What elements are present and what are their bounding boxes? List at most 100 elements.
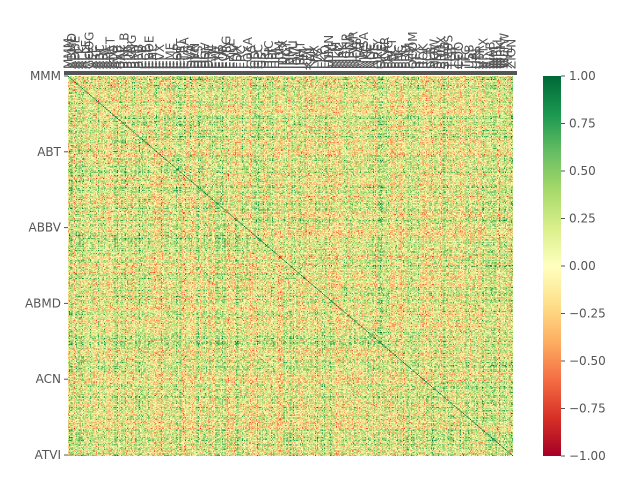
x-tick-label: SIVB <box>438 41 452 69</box>
y-tick-label: ABT <box>37 145 61 159</box>
x-tick-label: DFS <box>192 45 206 69</box>
colorbar-tick-label: 1.00 <box>569 69 596 83</box>
x-tick-label: MKC <box>332 43 346 69</box>
colorbar-tick-label: 0.25 <box>569 212 596 226</box>
colorbar-tick-label: 0.00 <box>569 259 596 273</box>
x-tick-label: IQV <box>290 47 304 69</box>
x-tick-label: HSIC <box>262 40 276 69</box>
x-tick-label: PNC <box>392 44 406 69</box>
colorbar-tick-label: 0.75 <box>569 117 596 131</box>
x-tick-label: PRU <box>399 45 413 69</box>
x-tick-label: LHX <box>308 45 322 69</box>
x-tick-label: SBUX <box>434 36 448 69</box>
x-tick-label: MCHP <box>339 34 353 69</box>
x-tick-label: PHM <box>403 42 417 69</box>
x-tick-label: WAB <box>484 41 498 69</box>
x-tick-label: GOOG <box>83 31 97 69</box>
x-tick-label: BAC <box>114 44 128 69</box>
x-tick-label: NOW <box>427 39 441 69</box>
x-tick-mark-band <box>64 71 517 75</box>
x-tick-label: HRL <box>269 45 283 69</box>
x-tick-label: WRK <box>494 40 508 69</box>
x-tick-label: CPRT <box>174 38 188 69</box>
x-tick-label: JBHT <box>294 40 308 70</box>
y-tick-label: ACN <box>36 372 61 386</box>
x-tick-label: HIG <box>258 47 272 69</box>
x-tick-label: PAYC <box>382 40 396 69</box>
x-tick-label: APA <box>100 45 114 69</box>
x-tick-label: EQR <box>216 44 230 69</box>
x-tick-label: PBCT <box>385 37 399 69</box>
x-tick-label: NWSA <box>357 31 371 69</box>
x-tick-label: ALK <box>76 45 90 69</box>
x-tick-label: MPWR <box>346 31 360 69</box>
x-tick-label: CNC <box>146 43 160 69</box>
x-tick-label: ANET <box>104 36 118 69</box>
x-tick-label: BKNG <box>125 35 139 69</box>
x-tick-label: COO <box>452 42 466 69</box>
heatmap-cells <box>68 76 513 456</box>
x-tick-label: BIIB <box>121 45 135 69</box>
x-tick-label: KMI <box>304 47 318 69</box>
x-tick-label: VRTX <box>477 38 491 69</box>
x-tick-label: FDX <box>230 45 244 69</box>
x-tick-label: KEY <box>301 46 315 69</box>
x-tick-label: ADBE <box>68 36 82 69</box>
x-tick-label: ZION <box>505 39 519 69</box>
colorbar-tick-label: 0.50 <box>569 164 596 178</box>
x-tick-label: SLB <box>424 46 438 69</box>
colorbar-tick-label: −0.50 <box>569 354 606 368</box>
x-tick-label: ATO <box>107 45 121 69</box>
x-tick-label: OKE <box>375 44 389 69</box>
x-tick-label: DVA <box>185 44 199 69</box>
y-axis-ticks: MMM ABT ABBV ABMD ACN ATVI <box>25 69 68 462</box>
x-tick-label: ETR <box>213 46 227 69</box>
x-tick-label: TMUS <box>441 35 455 70</box>
y-tick-label: MMM <box>30 69 61 83</box>
x-tick-label: ADI <box>97 48 111 69</box>
x-tick-label: CME <box>163 43 177 69</box>
x-tick-label: GS <box>255 52 269 69</box>
x-tick-label: AEE <box>86 46 100 69</box>
x-tick-label: PFG <box>396 46 410 69</box>
x-tick-label: IDXX <box>276 40 290 69</box>
x-tick-label: AFL <box>72 47 86 69</box>
x-tick-label: RCL <box>420 46 434 69</box>
x-tick-label: CI <box>156 57 170 69</box>
x-tick-label: MMM <box>61 38 75 69</box>
x-tick-label: RTX <box>410 46 424 69</box>
heatmap-image <box>68 76 513 456</box>
x-tick-label: URI <box>470 48 484 69</box>
x-tick-label: LUMN <box>322 35 336 69</box>
x-tick-label: AVB <box>111 45 125 69</box>
colorbar-gradient <box>543 76 561 456</box>
x-tick-label: SNA <box>431 43 445 69</box>
x-tick-label: HUM <box>273 41 287 69</box>
x-tick-label: FRC <box>234 46 248 69</box>
x-tick-label: GD <box>248 50 262 69</box>
x-tick-label: NKE <box>360 45 374 69</box>
x-tick-label: INTU <box>287 40 301 69</box>
x-tick-label: EXPE <box>223 38 237 69</box>
x-tick-label: DOV <box>199 42 213 69</box>
x-tick-label: CVX <box>153 44 167 69</box>
x-tick-label: TFC <box>459 46 473 70</box>
x-tick-label: NOC <box>364 42 378 69</box>
x-tick-label: UA <box>466 51 480 69</box>
x-tick-label: QCOM <box>406 31 420 69</box>
x-tick-label: TT <box>455 54 469 70</box>
x-tick-label: CCL <box>139 45 153 69</box>
x-tick-label: ROK <box>417 42 431 69</box>
x-tick-label: WELL <box>491 36 505 69</box>
x-tick-label: IBM <box>283 47 297 69</box>
x-tick-label: GPC <box>251 44 265 69</box>
x-tick-label: ALLE <box>79 40 93 69</box>
y-tick-label: ABMD <box>25 296 61 310</box>
x-tick-label: MRK <box>336 41 350 69</box>
x-tick-label: PM <box>389 51 403 69</box>
x-tick-label: PCAR <box>378 37 392 69</box>
x-tick-label: TER <box>448 46 462 70</box>
x-tick-label: LVS <box>311 48 325 69</box>
x-tick-label: EVRG <box>220 36 234 69</box>
x-tick-label: EW <box>209 49 223 69</box>
